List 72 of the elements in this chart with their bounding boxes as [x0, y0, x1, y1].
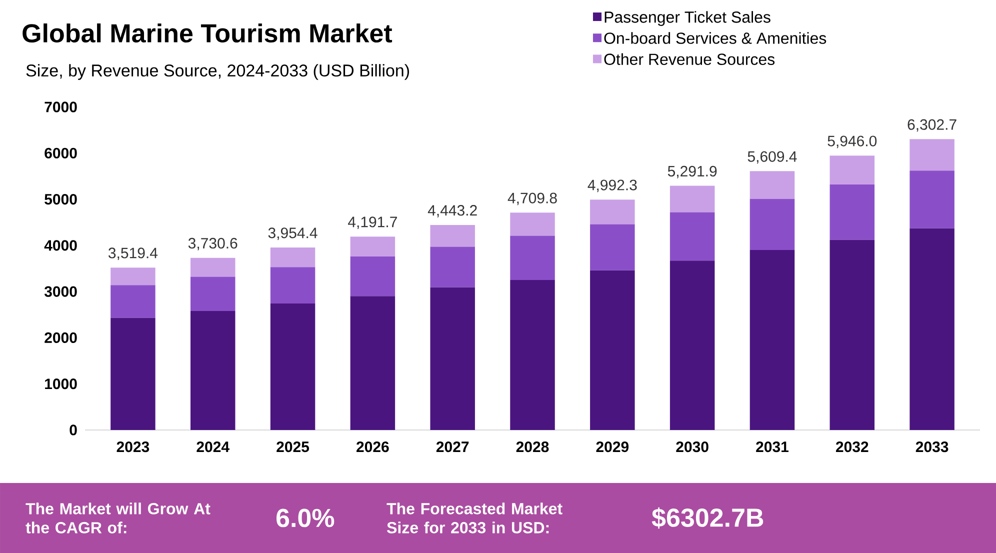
bar — [430, 224, 475, 247]
legend-label: Other Revenue Sources — [604, 53, 775, 65]
bar — [750, 198, 795, 250]
bar — [590, 224, 635, 270]
x-tick-label: 2031 — [756, 442, 788, 452]
total-label: 4,191.7 — [348, 216, 397, 230]
bar — [190, 258, 236, 277]
chart-title: Global Marine Tourism Market — [22, 23, 392, 43]
bar — [830, 184, 875, 240]
total-label: 4,992.3 — [588, 180, 637, 192]
x-tick-label: 2028 — [516, 442, 549, 452]
bar — [830, 240, 875, 430]
text: The Market will Grow At the CAGR of: — [26, 502, 210, 534]
y-tick-label: 2000 — [44, 332, 77, 344]
text: 6.0% — [276, 508, 334, 528]
bar — [670, 186, 715, 212]
legend-label: On-board Services & Amenities — [604, 32, 826, 44]
text: $6302.7B — [652, 507, 764, 529]
y-tick-label: 5000 — [44, 194, 77, 205]
x-tick-label: 2026 — [356, 442, 389, 452]
text: The Forecasted Market Size for 2033 in USD: — [386, 502, 562, 534]
total-label: 3,954.4 — [268, 228, 318, 240]
bar — [510, 236, 555, 280]
x-tick-label: 2029 — [596, 442, 629, 452]
bar — [350, 256, 396, 296]
bar — [190, 276, 236, 311]
y-tick-label: 7000 — [44, 102, 77, 112]
x-tick-label: 2032 — [836, 442, 868, 452]
bar — [670, 260, 715, 430]
y-tick-label: 1000 — [45, 378, 77, 390]
bar — [430, 246, 475, 288]
chart-subtitle: Size, by Revenue Source, 2024-2033 (USD Billion) — [26, 64, 409, 80]
bar — [110, 318, 156, 430]
y-tick-label: 6000 — [44, 148, 77, 158]
bar — [110, 268, 156, 286]
bar — [430, 287, 475, 430]
total-label: 5,291.9 — [668, 166, 717, 178]
bar — [190, 310, 236, 430]
bar — [350, 296, 396, 430]
total-label: 3,730.6 — [188, 238, 238, 250]
bar — [590, 200, 635, 224]
bar — [590, 270, 635, 430]
total-label: 4,709.8 — [508, 192, 557, 206]
x-tick-label: 2025 — [276, 442, 310, 452]
bar — [750, 250, 795, 430]
bar — [910, 170, 954, 228]
y-tick-label: 4000 — [44, 240, 77, 251]
total-label: 3,519.4 — [108, 248, 158, 260]
bar — [670, 212, 715, 261]
bar — [910, 139, 954, 171]
bar — [830, 156, 875, 185]
legend-label: Passenger Ticket Sales — [604, 11, 770, 26]
bar — [270, 304, 316, 430]
total-label: 6,302.7 — [908, 119, 956, 132]
x-tick-label: 2033 — [916, 442, 948, 452]
bar — [750, 171, 795, 199]
total-label: 4,443.2 — [428, 205, 477, 218]
x-tick-label: 2024 — [196, 442, 230, 452]
bar — [910, 228, 954, 430]
x-tick-label: 2027 — [436, 442, 469, 452]
bar — [270, 267, 316, 304]
total-label: 5,609.4 — [748, 151, 797, 164]
bar — [270, 248, 316, 268]
bar — [510, 280, 555, 430]
y-tick-label: 3000 — [44, 286, 77, 297]
y-tick-label: 0 — [70, 424, 77, 436]
bar — [510, 212, 555, 236]
x-tick-label: 2023 — [116, 442, 150, 452]
bar — [110, 285, 156, 318]
x-tick-label: 2030 — [676, 442, 708, 452]
total-label: 5,946.0 — [828, 136, 877, 148]
bar — [350, 236, 396, 256]
